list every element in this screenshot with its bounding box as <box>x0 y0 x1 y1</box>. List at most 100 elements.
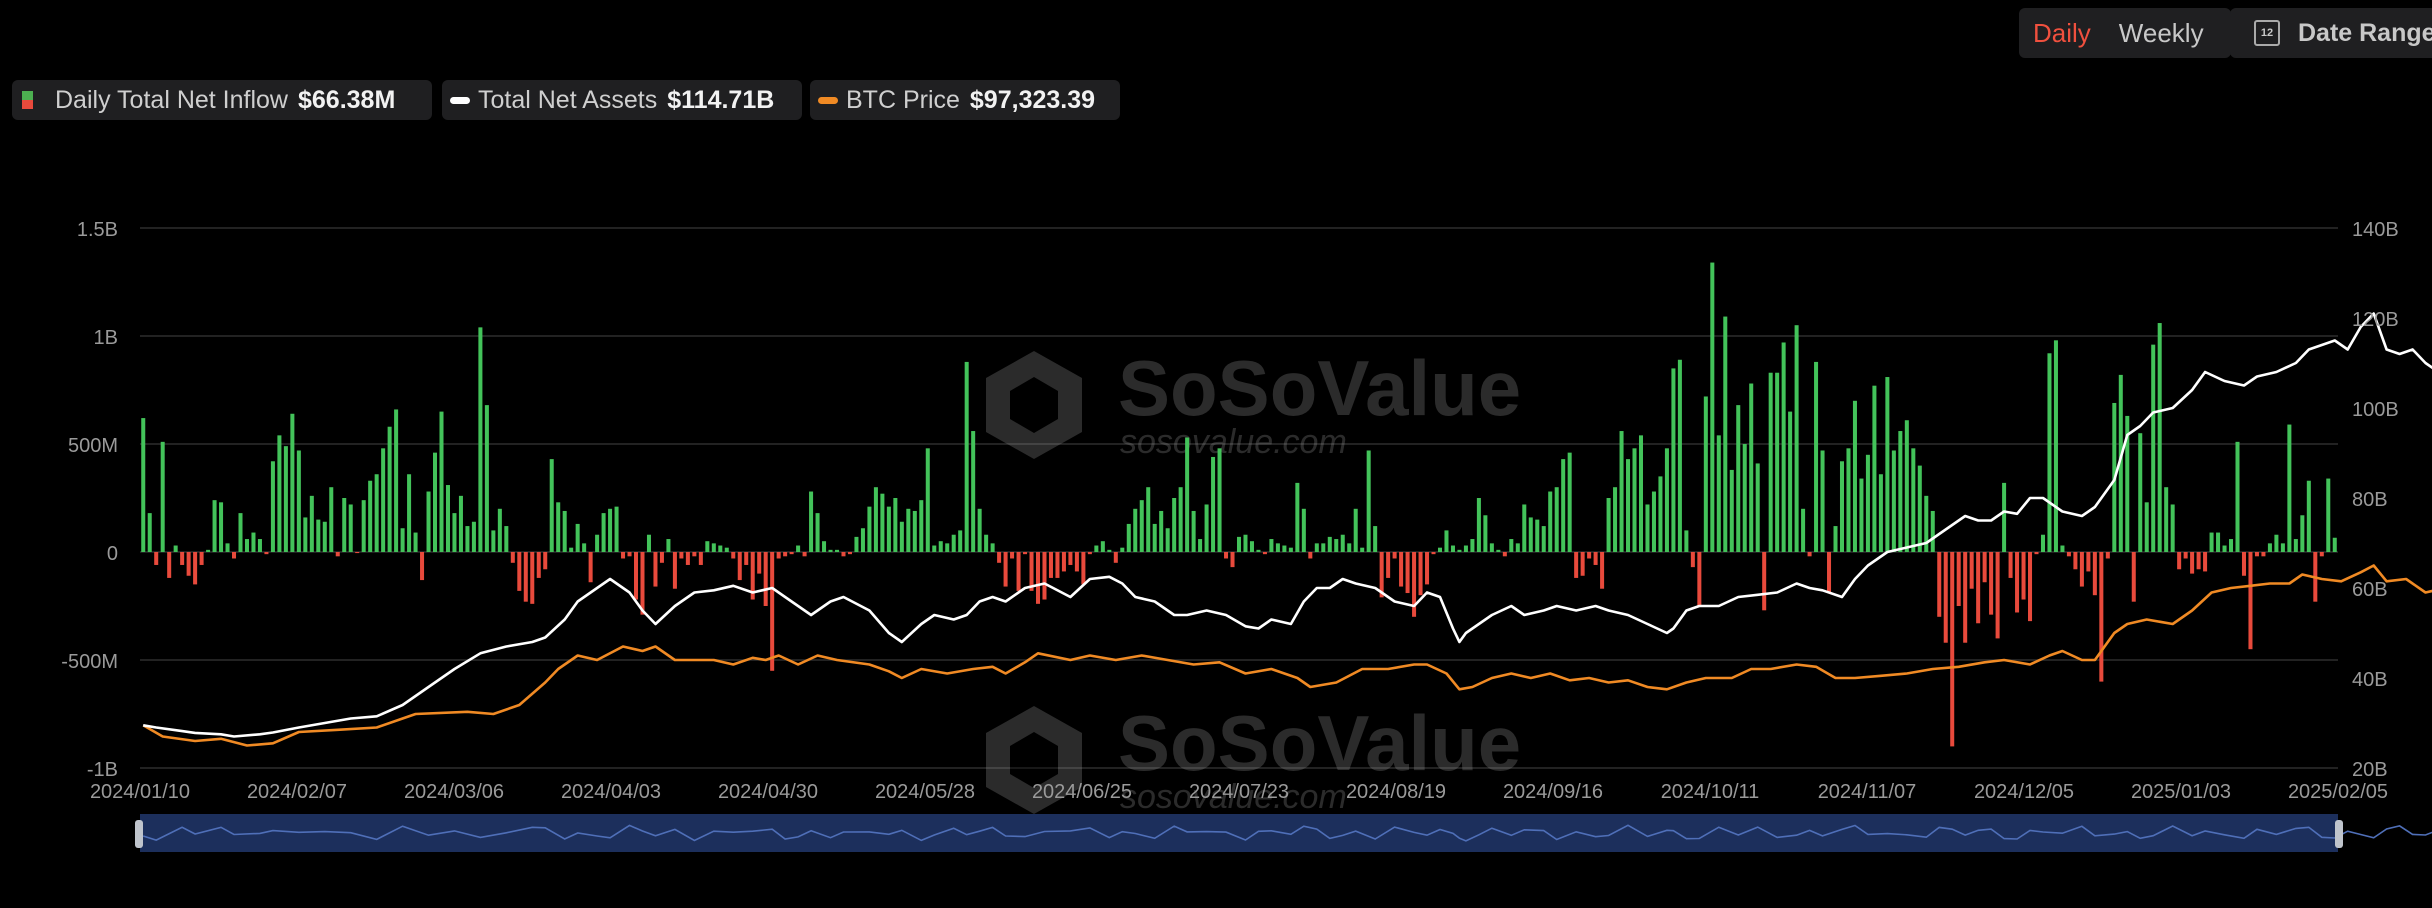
inflow-bar <box>244 539 249 552</box>
inflow-bar <box>199 552 204 565</box>
watermark-brand: SoSoValue <box>1118 699 1521 787</box>
legend-label: Daily Total Net Inflow <box>55 85 288 114</box>
inflow-bar <box>1165 528 1170 552</box>
x-tick-label: 2024/07/23 <box>1189 781 1289 803</box>
inflow-bar <box>822 541 827 552</box>
inflow-bar <box>744 552 749 565</box>
inflow-bar <box>2034 552 2039 555</box>
inflow-bar <box>679 552 684 559</box>
inflow-bar <box>724 547 729 552</box>
inflow-bar <box>783 552 788 557</box>
axes-labels: 1.5B 1B 500M 0 -500M -1B 140B 120B 100B 80B 60B 40B… <box>61 219 2398 803</box>
inflow-bar <box>595 534 600 552</box>
inflow-bar <box>834 549 840 552</box>
inflow-bar <box>1282 545 1287 552</box>
inflow-bar <box>1133 508 1138 552</box>
inflow-bar <box>2151 344 2156 552</box>
inflow-bar <box>1937 552 1942 617</box>
inflow-bar <box>439 411 444 552</box>
y-right-tick-label: 60B <box>2352 579 2388 601</box>
inflow-bar <box>1379 552 1384 598</box>
legend-value: $66.38M <box>297 85 396 114</box>
inflow-bar <box>1723 316 1728 552</box>
inflow-bar <box>1425 552 1430 585</box>
inflow-bar <box>763 552 768 606</box>
inflow-bar <box>854 536 859 552</box>
logo-icon <box>986 706 1082 814</box>
inflow-bar <box>1243 534 1248 552</box>
inflow-bar <box>1846 448 1851 552</box>
date-range-button[interactable]: 12 Date Range <box>2230 8 2432 58</box>
legend-label: Total Net Assets <box>478 85 658 114</box>
inflow-bar <box>685 552 690 565</box>
inflow-bar <box>510 552 515 563</box>
inflow-bar <box>1113 552 1118 563</box>
legend-item-net-assets[interactable]: Total Net Assets $114.71B <box>442 80 802 120</box>
inflow-bar <box>556 502 561 552</box>
series-lines <box>142 312 2432 747</box>
inflow-bar <box>1010 552 1015 559</box>
legend-item-btc-price[interactable]: BTC Price $97,323.39 <box>810 80 1120 120</box>
slider-handle-left[interactable] <box>135 820 143 848</box>
inflow-bar <box>296 450 301 552</box>
inflow-bar <box>2066 552 2071 557</box>
inflow-bar <box>504 526 509 552</box>
inflow-bar <box>1275 543 1280 552</box>
inflow-bar <box>1353 508 1358 552</box>
inflow-bar <box>2287 424 2292 552</box>
inflow-bar <box>1963 552 1968 643</box>
inflow-bar <box>1139 500 1144 552</box>
inflow-bar <box>711 543 716 552</box>
inflow-bar <box>2060 545 2065 552</box>
inflow-bar <box>621 552 626 559</box>
y-left-tick-label: 1B <box>94 327 118 349</box>
daily-button[interactable]: Daily <box>2033 17 2091 48</box>
inflow-bar <box>640 552 645 615</box>
inflow-bar <box>653 552 658 587</box>
inflow-bar <box>1859 478 1864 552</box>
logo-icon <box>986 351 1082 459</box>
inflow-bar <box>2319 552 2324 557</box>
inflow-bar <box>1489 543 1494 552</box>
inflow-bar <box>1554 487 1559 552</box>
inflow-bar <box>1042 552 1047 600</box>
slider-handle-right[interactable] <box>2335 820 2343 848</box>
inflow-bar <box>1094 545 1099 552</box>
inflow-bar <box>1347 543 1352 552</box>
inflow-bar <box>1645 504 1650 552</box>
inflow-bar <box>601 513 606 552</box>
inflow-bar <box>1664 448 1669 552</box>
inflow-bar <box>1710 262 1715 552</box>
inflow-bar <box>2015 552 2020 613</box>
inflow-bar <box>880 493 885 552</box>
inflow-bar <box>2131 552 2136 602</box>
inflow-bar <box>2053 340 2058 552</box>
weekly-button[interactable]: Weekly <box>2118 17 2204 48</box>
legend-item-net-inflow[interactable]: Daily Total Net Inflow $66.38M <box>12 80 432 120</box>
inflow-bar <box>1074 552 1079 572</box>
inflow-bar <box>828 549 833 552</box>
inflow-bar <box>990 543 995 552</box>
inflow-bar <box>530 552 535 604</box>
inflow-bar <box>2170 504 2175 552</box>
inflow-bar <box>1606 498 1611 552</box>
inflow-bar <box>750 552 755 600</box>
x-tick-label: 2024/12/05 <box>1974 781 2074 803</box>
inflow-bar <box>2021 552 2026 600</box>
btc-price-line <box>142 564 2432 747</box>
inflow-bar <box>1995 552 2000 639</box>
inflow-bar <box>1658 476 1663 552</box>
x-tick-label: 2024/11/07 <box>1818 781 1917 803</box>
inflow-bar <box>2241 552 2246 576</box>
inflow-bar <box>2332 537 2337 552</box>
inflow-bar <box>2235 441 2240 552</box>
inflow-bar <box>549 459 554 552</box>
inflow-bar <box>1224 552 1229 559</box>
inflow-bar <box>2099 552 2104 682</box>
inflow-bar <box>1852 400 1857 552</box>
inflow-bar <box>465 526 470 552</box>
inflow-bar <box>225 543 230 552</box>
inflow-bar <box>1087 552 1092 555</box>
slider-preview-line <box>142 824 2432 842</box>
